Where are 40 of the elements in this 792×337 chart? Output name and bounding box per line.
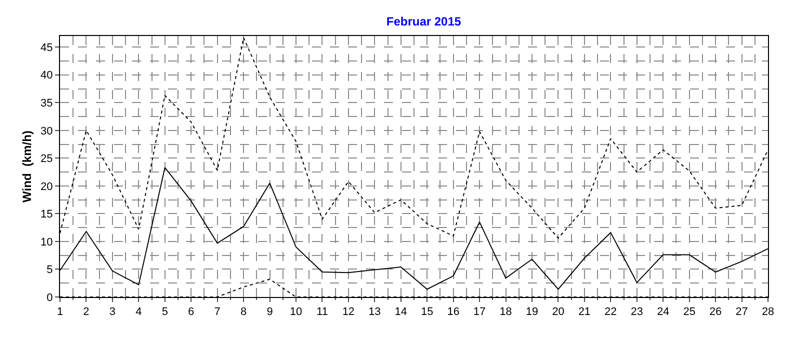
y-tick-label: 10 (40, 236, 53, 248)
x-tick-label: 26 (709, 306, 722, 318)
x-tick-label: 18 (500, 306, 512, 318)
x-tick-label: 25 (683, 306, 696, 318)
y-tick-label: 40 (40, 70, 53, 82)
x-tick-label: 28 (762, 306, 774, 318)
x-tick-label: 8 (240, 306, 247, 318)
x-tick-label: 2 (83, 306, 90, 318)
y-tick-label: 30 (40, 125, 53, 138)
x-tick-label: 11 (316, 306, 328, 318)
x-tick-label: 17 (473, 306, 486, 318)
x-tick-label: 15 (420, 306, 434, 318)
x-tick-label: 1 (56, 306, 64, 318)
y-tick-label: 35 (40, 97, 53, 110)
x-tick-label: 10 (290, 306, 302, 318)
y-tick-label: 15 (40, 208, 53, 221)
y-tick-label: 45 (40, 42, 53, 54)
x-tick-label: 22 (604, 306, 617, 318)
y-tick-label: 20 (40, 180, 53, 193)
y-tick-label: 25 (40, 153, 53, 166)
chart-title: Februar 2015 (386, 14, 462, 28)
x-tick-label: 24 (656, 306, 670, 318)
x-tick-label: 9 (266, 306, 273, 318)
x-tick-label: 12 (342, 306, 355, 318)
x-tick-label: 14 (394, 306, 408, 318)
x-tick-label: 3 (109, 306, 116, 318)
x-tick-label: 13 (368, 306, 381, 318)
x-tick-label: 20 (552, 306, 564, 318)
x-tick-label: 16 (447, 306, 460, 318)
x-tick-label: 6 (188, 306, 194, 318)
x-tick-label: 5 (162, 306, 168, 318)
x-tick-label: 4 (136, 306, 142, 318)
y-axis-title: Wind (km/h) (20, 130, 34, 202)
y-tick-label: 5 (46, 264, 53, 276)
x-tick-label: 21 (578, 306, 591, 318)
y-tick-label: 0 (46, 292, 53, 304)
x-tick-label: 23 (630, 306, 644, 318)
x-tick-label: 19 (526, 306, 538, 318)
x-tick-label: 27 (736, 306, 748, 318)
x-tick-label: 7 (214, 306, 220, 318)
